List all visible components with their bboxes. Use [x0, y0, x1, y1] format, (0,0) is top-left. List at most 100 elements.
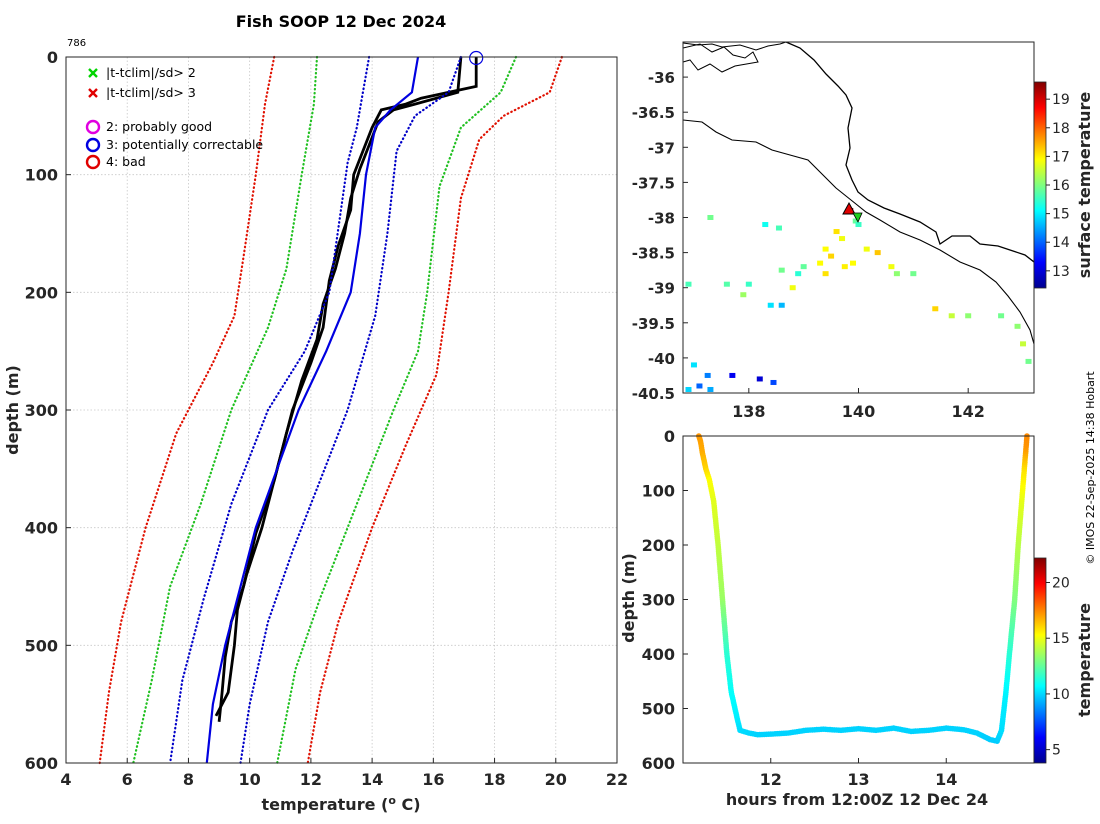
profile-legend: |t-tclim|/sd> 2 |t-tclim|/sd> 3 2: probabl… [85, 65, 263, 170]
track-ylabel: depth (m) [619, 553, 638, 643]
map-sst-pixel [932, 306, 939, 312]
track-xtick-label: 13 [847, 770, 869, 789]
map-colorbar-ticks: 13 14 15 16 17 18 19 [1046, 92, 1070, 280]
map-sst-pixel [828, 253, 835, 259]
profile-grid [65, 56, 618, 764]
profile-series-mean-2-sd [276, 55, 518, 765]
track-points [696, 433, 1030, 744]
map-sst-pixel [965, 313, 972, 319]
map-colorbar-label: surface temperature [1075, 92, 1094, 279]
map-sst-pixel [775, 225, 782, 231]
legend-label: 2: probably good [106, 119, 212, 134]
profile-series-mean-1-sd [239, 55, 462, 765]
coastline-north [683, 42, 787, 51]
map-ytick-label: -37 [648, 139, 675, 157]
map-sst-pixel [863, 246, 870, 252]
legend-label: |t-tclim|/sd> 2 [106, 65, 196, 80]
map-xtick-label: 142 [951, 402, 984, 421]
map-sst-pixel [707, 215, 714, 220]
legend-circle-marker [85, 154, 101, 170]
track-colorbar-ticks: 5 10 15 20 [1046, 576, 1070, 759]
track-ytick-label: 600 [642, 754, 675, 773]
map-sst-pixel [789, 285, 796, 291]
profile-flags [469, 50, 484, 66]
track-ytick-label: 300 [642, 591, 675, 610]
track-ytick-label: 500 [642, 700, 675, 719]
map-ytick-label: -36.5 [632, 104, 675, 122]
map-points [685, 207, 1032, 392]
profile-ylabel: depth (m) [3, 365, 22, 455]
map-xtick-label: 138 [732, 402, 765, 421]
map-sst-pixel [1020, 341, 1027, 347]
map-ytick-label: -36 [648, 69, 675, 87]
map-sst-pixel [762, 222, 769, 228]
profile-xtick-label: 8 [183, 770, 194, 789]
profile-series-observed-profile-1 [214, 57, 478, 717]
track-xlabel: hours from 12:00Z 12 Dec 24 [726, 790, 988, 809]
map-sst-pixel [740, 292, 747, 298]
map-sst-pixel [685, 386, 692, 392]
track-colorbar [1033, 557, 1047, 764]
profile-series-climatology-mean [205, 56, 420, 764]
track-colorbar-tick-label: 10 [1052, 687, 1070, 703]
map-sst-pixel [855, 222, 862, 228]
profile-xtick-label: 14 [361, 770, 383, 789]
map-sst-pixel [729, 372, 736, 378]
legend-circle-marker [85, 119, 101, 135]
map-ytick-label: -37.5 [632, 174, 675, 192]
map-sst-pixel [888, 264, 895, 270]
map-panel: 138 140 142 -36 -36.5 -37 -37.5 -38 -38.5 -39 -39… [632, 41, 1094, 421]
profile-xtick-label: 12 [300, 770, 322, 789]
shelf-contour [683, 119, 1034, 345]
profile-xtick-label: 16 [422, 770, 444, 789]
map-sst-pixel [822, 246, 829, 252]
profile-ytick-label: 600 [25, 754, 58, 773]
profile-id: 786 [67, 38, 86, 49]
imos-credit: © IMOS 22-Sep-2025 14:38 Hobart [1084, 371, 1097, 565]
profile-series-mean-3-sd [98, 55, 276, 765]
profile-panel: Fish SOOP 12 Dec 2024 786 4 6 8 10 12 14 16 18 2… [3, 12, 628, 814]
map-colorbar [1033, 81, 1047, 289]
map-sst-pixel [723, 281, 730, 287]
map-sst-pixel [704, 372, 711, 378]
map-colorbar-tick-label: 16 [1052, 178, 1070, 194]
legend-x-marker [88, 88, 98, 98]
profile-xlabel-main: temperature ( [261, 795, 388, 814]
map-sst-pixel [998, 313, 1005, 319]
map-xticks: 138 140 142 [732, 388, 985, 421]
profile-flag-marker [469, 50, 484, 66]
map-sst-pixel [910, 271, 917, 277]
profile-yticks: 0 100 200 300 400 500 600 [25, 48, 71, 773]
profile-xtick-label: 6 [122, 770, 133, 789]
profile-series-observed-profile-2 [217, 56, 463, 722]
profile-xtick-label: 22 [606, 770, 628, 789]
track-xtick-label: 14 [935, 770, 957, 789]
track-xtick-label: 12 [760, 770, 782, 789]
track-xticks: 12 13 14 [760, 758, 957, 789]
track-ytick-label: 100 [642, 482, 675, 501]
map-sst-pixel [696, 383, 703, 389]
track-yticks: 0 100 200 300 400 500 600 [642, 427, 688, 773]
profile-ytick-label: 100 [25, 166, 58, 185]
map-sst-pixel [948, 313, 955, 319]
legend-circle-marker [85, 137, 101, 153]
profile-xlabel-end: C) [396, 795, 421, 814]
profile-xticks: 4 6 8 10 12 14 16 18 20 22 [60, 758, 628, 789]
map-sst-pixel [839, 236, 846, 242]
profile-xlabel-sup: o [388, 794, 396, 807]
profile-ytick-label: 400 [25, 519, 58, 538]
map-profile-marker-red [842, 201, 856, 215]
profile-series-mean-1-sd [169, 55, 371, 765]
track-colorbar-tick-label: 15 [1052, 631, 1070, 647]
track-ytick-label: 200 [642, 536, 675, 555]
profile-xtick-label: 18 [483, 770, 505, 789]
profile-ytick-label: 500 [25, 636, 58, 655]
track-colorbar-label: temperature [1075, 603, 1094, 717]
legend-label: 4: bad [106, 154, 146, 169]
profile-series-mean-3-sd [306, 55, 563, 765]
map-ytick-label: -38 [648, 210, 675, 228]
map-sst-pixel [778, 302, 785, 308]
map-sst-pixel [707, 386, 714, 392]
coastline-island [683, 43, 759, 73]
